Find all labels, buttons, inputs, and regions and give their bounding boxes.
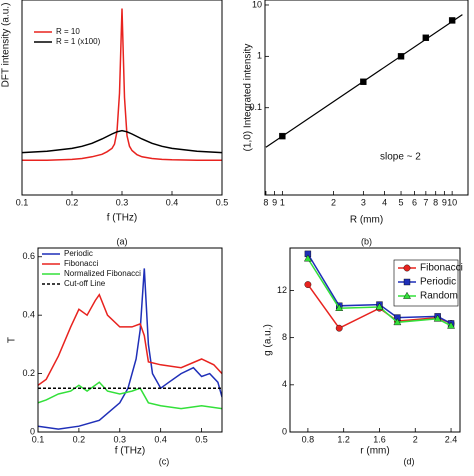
x-tick-label: 9 (272, 197, 277, 207)
annotation: slope ~ 2 (380, 152, 421, 163)
x-tick-label: 1.2 (337, 434, 350, 444)
marker (433, 314, 442, 322)
marker (335, 324, 343, 332)
y-tick-label: 0.4 (22, 310, 35, 320)
marker (335, 303, 344, 311)
legend-label: Fibonacci (64, 259, 98, 268)
x-axis-label: f (THz) (107, 213, 138, 224)
plot-frame (289, 247, 461, 433)
x-tick-label: 7 (423, 197, 428, 207)
x-tick-label: 0.1 (16, 197, 29, 207)
series-line (38, 268, 222, 430)
marker (397, 53, 405, 60)
marker (403, 278, 411, 286)
marker (447, 321, 455, 329)
panel-label: (a) (117, 236, 128, 246)
x-tick-label: 2 (413, 434, 418, 444)
plot-frame (37, 247, 223, 433)
marker (360, 78, 367, 85)
y-axis-label: g (a.u.) (263, 324, 274, 356)
plot-frame (264, 0, 469, 196)
y-tick-label: 0 (30, 426, 35, 436)
x-tick-label: 0.5 (216, 197, 229, 207)
x-axis-label: r (mm) (360, 446, 389, 457)
legend-label: Random (420, 291, 458, 302)
x-tick-label: 3 (361, 197, 366, 207)
x-tick-label: 8 (433, 197, 438, 207)
x-tick-label: 0.3 (116, 197, 129, 207)
y-tick-label: 8 (282, 332, 287, 342)
marker (304, 281, 312, 288)
marker (403, 291, 411, 299)
x-tick-label: 6 (412, 197, 417, 207)
y-tick-label: 0.6 (22, 251, 35, 261)
x-tick-label: 0.2 (66, 197, 79, 207)
x-axis-label: f (THz) (115, 446, 146, 457)
x-tick-label: 2.4 (445, 434, 458, 444)
x-tick-label: 0.4 (166, 197, 179, 207)
x-tick-label: 5 (399, 197, 404, 207)
marker (422, 34, 430, 41)
x-tick-label: 2 (331, 197, 336, 207)
panel-label: (c) (159, 456, 170, 466)
series-line (38, 293, 222, 386)
x-tick-label: 0.4 (154, 434, 167, 444)
x-tick-label: 1.6 (373, 434, 386, 444)
x-tick-label: 4 (382, 197, 387, 207)
legend-label: R = 10 (56, 27, 80, 36)
plot-frame (21, 0, 223, 196)
x-axis-label: R (mm) (350, 215, 383, 226)
x-tick-label: 0.8 (302, 434, 315, 444)
panel-label: (b) (361, 236, 372, 246)
y-tick-label: 0.1 (249, 102, 262, 112)
legend-label: Periodic (64, 249, 93, 258)
legend-label: R = 1 (x100) (56, 37, 101, 46)
marker (375, 302, 384, 310)
legend-label: Cut-off Line (64, 279, 106, 288)
legend-label: Periodic (420, 277, 456, 288)
marker (448, 17, 456, 24)
series-line (38, 381, 222, 410)
series-line (22, 8, 222, 161)
x-tick-label: 0.1 (32, 434, 45, 444)
y-tick-label: 0.2 (22, 368, 35, 378)
x-tick-label: 0.2 (73, 434, 86, 444)
panel-label: (d) (404, 456, 415, 466)
x-tick-label: 10 (447, 197, 457, 207)
marker (303, 254, 312, 262)
y-tick-label: 10 (252, 0, 262, 9)
y-tick-label: 4 (282, 379, 287, 389)
y-axis-label: T (7, 337, 18, 343)
marker (393, 318, 402, 326)
x-tick-label: 0.3 (114, 434, 127, 444)
y-axis-label: (1,0) Integrated intensity (243, 44, 254, 152)
x-tick-label: 0.5 (195, 434, 208, 444)
y-tick-label: 1 (257, 51, 262, 61)
x-tick-label: 9 (442, 197, 447, 207)
marker (279, 132, 286, 140)
y-axis-label: DFT intensity (a.u.) (1, 3, 12, 88)
y-tick-label: 12 (277, 285, 287, 295)
x-tick-label: 1 (280, 197, 285, 207)
series-line (22, 129, 222, 154)
y-tick-label: 0 (282, 426, 287, 436)
legend-label: Normalized Fibonacci (64, 269, 141, 278)
x-tick-label: 8 (263, 197, 268, 207)
legend-label: Fibonacci (420, 263, 463, 274)
marker (403, 264, 411, 272)
